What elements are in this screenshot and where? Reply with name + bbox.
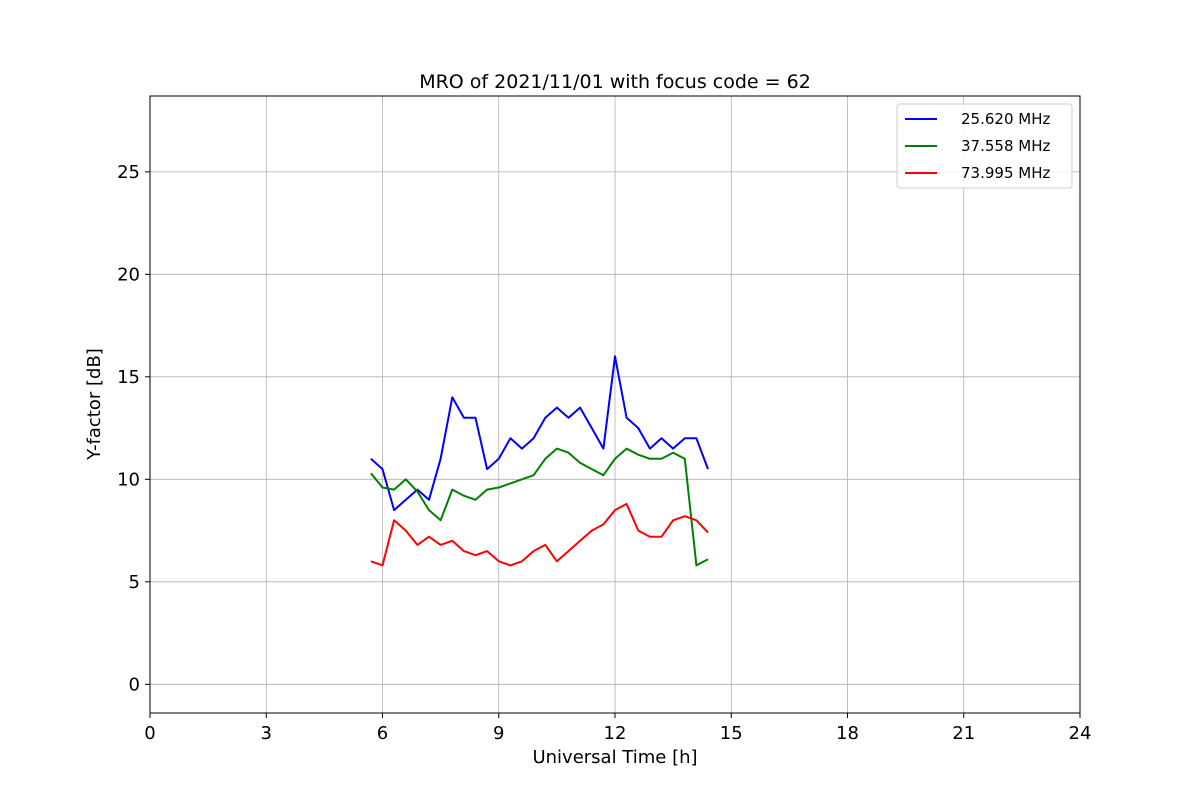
- x-axis-label: Universal Time [h]: [532, 747, 697, 768]
- grid: [149, 96, 1081, 713]
- series-line-2: [370, 447, 709, 567]
- legend-box: [896, 103, 1073, 189]
- x-tick-label: 3: [261, 723, 272, 744]
- y-tick-label: 10: [117, 469, 140, 490]
- legend: 25.620 MHz 37.558 MHz 73.995 MHz: [896, 103, 1073, 189]
- x-tick-label: 15: [720, 723, 743, 744]
- x-tick-label: 9: [493, 723, 504, 744]
- legend-label: 37.558 MHz: [961, 137, 1050, 155]
- x-tick-label: 24: [1069, 723, 1092, 744]
- series-line-1: [370, 355, 709, 512]
- y-tick-label: 5: [129, 572, 140, 593]
- y-tick-label: 15: [117, 367, 140, 388]
- y-tick-label: 25: [117, 162, 140, 183]
- x-tick-label: 0: [144, 723, 155, 744]
- series-line-3: [370, 502, 709, 567]
- y-tick-label: 0: [129, 674, 140, 695]
- chart-title: MRO of 2021/11/01 with focus code = 62: [419, 71, 811, 93]
- x-axis-ticks: 0 3 6 9 12 15 18 21 24: [144, 713, 1091, 744]
- x-tick-label: 18: [836, 723, 859, 744]
- x-tick-label: 12: [604, 723, 627, 744]
- y-axis-label: Y-factor [dB]: [84, 348, 105, 461]
- y-axis-ticks: 0 5 10 15 20 25: [117, 162, 150, 695]
- legend-label: 25.620 MHz: [961, 110, 1050, 128]
- x-tick-label: 21: [952, 723, 975, 744]
- legend-label: 73.995 MHz: [961, 164, 1050, 182]
- x-tick-label: 6: [377, 723, 388, 744]
- y-tick-label: 20: [117, 264, 140, 285]
- series-layer: [370, 355, 709, 567]
